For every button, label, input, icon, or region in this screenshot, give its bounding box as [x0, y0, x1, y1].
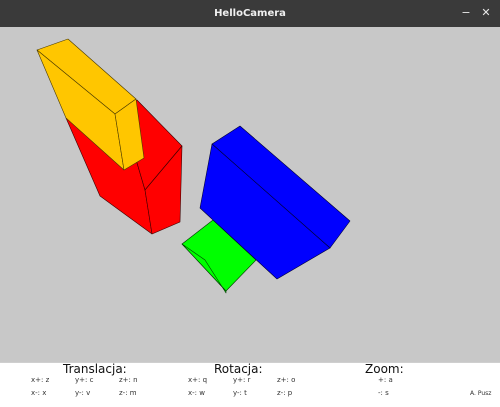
blue-box-face-front: [199, 143, 331, 280]
red-box-face-side: [144, 145, 183, 235]
translation-key-z-plus: z+: n: [119, 376, 138, 384]
rotation-key-y-minus: y-: t: [233, 389, 247, 397]
author-credit: A. Pusz: [470, 390, 492, 397]
rotation-key-y-plus: y+: r: [233, 376, 251, 384]
minimize-button[interactable]: −: [461, 6, 471, 19]
rotation-heading: Rotacja:: [214, 362, 263, 376]
translation-key-y-plus: y+: c: [75, 376, 94, 384]
yellow-box: [36, 38, 145, 171]
translation-key-x-minus: x-: x: [31, 389, 47, 397]
zoom-key-minus: -: s: [378, 389, 389, 397]
rotation-key-z-plus: z+: o: [277, 376, 296, 384]
title-bar: HelloCamera − ✕: [0, 0, 500, 27]
yellow-box-face-side: [114, 98, 145, 171]
translation-heading: Translacja:: [63, 362, 127, 376]
window-title: HelloCamera: [214, 8, 286, 19]
zoom-key-plus: +: a: [378, 376, 393, 384]
close-button[interactable]: ✕: [481, 6, 491, 19]
3d-viewport[interactable]: [0, 27, 500, 362]
rotation-key-x-plus: x+: q: [188, 376, 208, 384]
translation-key-z-minus: z-: m: [119, 389, 137, 397]
green-box-face-side: [181, 243, 227, 294]
key-help-panel: Translacja: x+: z y+: c z+: n x-: x y-: …: [0, 362, 500, 407]
rotation-key-x-minus: x-: w: [188, 389, 205, 397]
zoom-heading: Zoom:: [365, 362, 404, 376]
translation-key-x-plus: x+: z: [31, 376, 50, 384]
translation-key-y-minus: y-: v: [75, 389, 91, 397]
rotation-key-z-minus: z-: p: [277, 389, 293, 397]
blue-box: [199, 125, 351, 280]
